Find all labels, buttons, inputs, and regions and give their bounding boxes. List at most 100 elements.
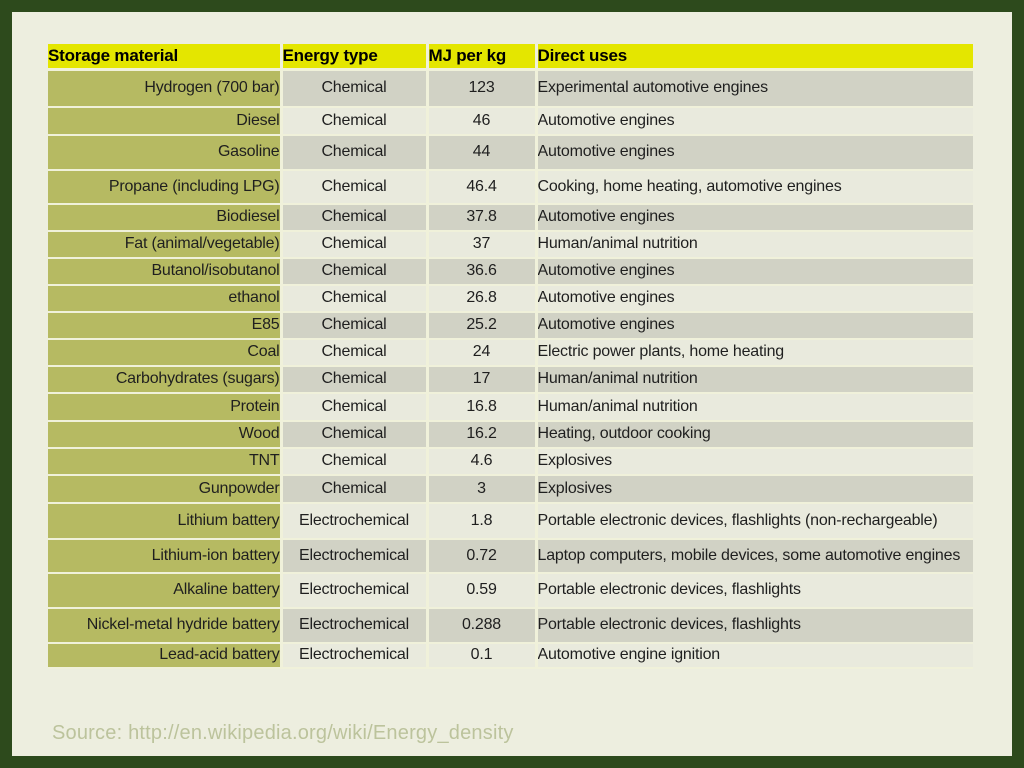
material-cell: Protein bbox=[48, 392, 281, 422]
direct-uses-cell: Heating, outdoor cooking bbox=[534, 420, 973, 449]
energy-type-cell: Electrochemical bbox=[279, 502, 427, 540]
energy-type-cell: Electrochemical bbox=[279, 572, 427, 609]
direct-uses-cell: Portable electronic devices, flashlights… bbox=[534, 502, 973, 540]
table-row: Wood Chemical 16.2 Heating, outdoor cooking bbox=[48, 420, 973, 449]
energy-type-cell: Chemical bbox=[279, 447, 427, 476]
material-cell: Gasoline bbox=[48, 134, 281, 171]
direct-uses-cell: Automotive engines bbox=[534, 311, 973, 340]
table-row: ethanol Chemical 26.8 Automotive engines bbox=[48, 284, 973, 313]
energy-type-cell: Chemical bbox=[279, 338, 427, 367]
direct-uses-cell: Human/animal nutrition bbox=[534, 365, 973, 394]
energy-type-cell: Electrochemical bbox=[279, 538, 427, 574]
mj-per-kg-cell: 0.72 bbox=[425, 538, 536, 574]
energy-type-cell: Chemical bbox=[279, 257, 427, 286]
table-row: Propane (including LPG) Chemical 46.4 Cooki… bbox=[48, 169, 973, 205]
energy-type-cell: Chemical bbox=[279, 392, 427, 422]
direct-uses-cell: Portable electronic devices, flashlights bbox=[534, 572, 973, 609]
table-row: Biodiesel Chemical 37.8 Automotive engines bbox=[48, 203, 973, 232]
direct-uses-cell: Explosives bbox=[534, 447, 973, 476]
energy-type-cell: Chemical bbox=[279, 284, 427, 313]
mj-per-kg-cell: 16.2 bbox=[425, 420, 536, 449]
table-row: TNT Chemical 4.6 Explosives bbox=[48, 447, 973, 476]
energy-type-cell: Chemical bbox=[279, 474, 427, 504]
mj-per-kg-cell: 17 bbox=[425, 365, 536, 394]
table-row: Diesel Chemical 46 Automotive engines bbox=[48, 106, 973, 136]
mj-per-kg-cell: 0.59 bbox=[425, 572, 536, 609]
mj-per-kg-cell: 46.4 bbox=[425, 169, 536, 205]
mj-per-kg-cell: 0.1 bbox=[425, 642, 536, 669]
table-row: Butanol/isobutanol Chemical 36.6 Automotive… bbox=[48, 257, 973, 286]
table-row: Carbohydrates (sugars) Chemical 17 Human/an… bbox=[48, 365, 973, 394]
material-cell: ethanol bbox=[48, 284, 281, 313]
material-cell: Wood bbox=[48, 420, 281, 449]
table-row: Protein Chemical 16.8 Human/animal nutritio… bbox=[48, 392, 973, 422]
table-row: E85 Chemical 25.2 Automotive engines bbox=[48, 311, 973, 340]
energy-type-cell: Electrochemical bbox=[279, 607, 427, 644]
column-header-storage-material: Storage material bbox=[48, 44, 281, 71]
mj-per-kg-cell: 16.8 bbox=[425, 392, 536, 422]
table-row: Lithium-ion battery Electrochemical 0.72 La… bbox=[48, 538, 973, 574]
table-header-row: Storage material Energy type MJ per kg D… bbox=[48, 44, 973, 71]
table-row: Nickel-metal hydride battery Electrochemi… bbox=[48, 607, 973, 644]
table-row: Lithium battery Electrochemical 1.8 Portabl… bbox=[48, 502, 973, 540]
material-cell: Hydrogen (700 bar) bbox=[48, 69, 281, 108]
mj-per-kg-cell: 37.8 bbox=[425, 203, 536, 232]
mj-per-kg-cell: 46 bbox=[425, 106, 536, 136]
material-cell: Coal bbox=[48, 338, 281, 367]
energy-type-cell: Chemical bbox=[279, 169, 427, 205]
material-cell: Gunpowder bbox=[48, 474, 281, 504]
column-header-direct-uses: Direct uses bbox=[534, 44, 973, 71]
material-cell: Propane (including LPG) bbox=[48, 169, 281, 205]
direct-uses-cell: Human/animal nutrition bbox=[534, 230, 973, 259]
energy-type-cell: Chemical bbox=[279, 69, 427, 108]
material-cell: Diesel bbox=[48, 106, 281, 136]
material-cell: Lithium battery bbox=[48, 502, 281, 540]
material-cell: TNT bbox=[48, 447, 281, 476]
material-cell: Fat (animal/vegetable) bbox=[48, 230, 281, 259]
column-header-energy-type: Energy type bbox=[279, 44, 427, 71]
table-row: Coal Chemical 24 Electric power plants, hom… bbox=[48, 338, 973, 367]
mj-per-kg-cell: 123 bbox=[425, 69, 536, 108]
direct-uses-cell: Portable electronic devices, flashlights bbox=[534, 607, 973, 644]
mj-per-kg-cell: 4.6 bbox=[425, 447, 536, 476]
table-row: Hydrogen (700 bar) Chemical 123 Experimenta… bbox=[48, 69, 973, 108]
direct-uses-cell: Automotive engines bbox=[534, 106, 973, 136]
energy-type-cell: Chemical bbox=[279, 311, 427, 340]
table-row: Gasoline Chemical 44 Automotive engines bbox=[48, 134, 973, 171]
material-cell: Butanol/isobutanol bbox=[48, 257, 281, 286]
mj-per-kg-cell: 36.6 bbox=[425, 257, 536, 286]
mj-per-kg-cell: 1.8 bbox=[425, 502, 536, 540]
energy-density-table: Storage material Energy type MJ per kg D… bbox=[48, 44, 973, 669]
material-cell: Lithium-ion battery bbox=[48, 538, 281, 574]
table-body: Hydrogen (700 bar) Chemical 123 Experimenta… bbox=[48, 69, 973, 669]
column-header-mj-per-kg: MJ per kg bbox=[425, 44, 536, 71]
direct-uses-cell: Explosives bbox=[534, 474, 973, 504]
source-citation: Source: http://en.wikipedia.org/wiki/Ene… bbox=[52, 722, 514, 744]
material-cell: Lead-acid battery bbox=[48, 642, 281, 669]
direct-uses-cell: Automotive engines bbox=[534, 257, 973, 286]
table-row: Lead-acid battery Electrochemical 0.1 Autom… bbox=[48, 642, 973, 669]
table-row: Gunpowder Chemical 3 Explosives bbox=[48, 474, 973, 504]
material-cell: Carbohydrates (sugars) bbox=[48, 365, 281, 394]
material-cell: Nickel-metal hydride battery bbox=[48, 607, 281, 644]
direct-uses-cell: Automotive engines bbox=[534, 284, 973, 313]
direct-uses-cell: Automotive engine ignition bbox=[534, 642, 973, 669]
energy-type-cell: Chemical bbox=[279, 106, 427, 136]
direct-uses-cell: Cooking, home heating, automotive engine… bbox=[534, 169, 973, 205]
mj-per-kg-cell: 37 bbox=[425, 230, 536, 259]
direct-uses-cell: Experimental automotive engines bbox=[534, 69, 973, 108]
table-row: Alkaline battery Electrochemical 0.59 Porta… bbox=[48, 572, 973, 609]
energy-type-cell: Chemical bbox=[279, 365, 427, 394]
direct-uses-cell: Automotive engines bbox=[534, 203, 973, 232]
energy-type-cell: Chemical bbox=[279, 134, 427, 171]
mj-per-kg-cell: 25.2 bbox=[425, 311, 536, 340]
mj-per-kg-cell: 24 bbox=[425, 338, 536, 367]
material-cell: Biodiesel bbox=[48, 203, 281, 232]
mj-per-kg-cell: 3 bbox=[425, 474, 536, 504]
direct-uses-cell: Human/animal nutrition bbox=[534, 392, 973, 422]
energy-type-cell: Electrochemical bbox=[279, 642, 427, 669]
direct-uses-cell: Electric power plants, home heating bbox=[534, 338, 973, 367]
energy-type-cell: Chemical bbox=[279, 203, 427, 232]
material-cell: E85 bbox=[48, 311, 281, 340]
